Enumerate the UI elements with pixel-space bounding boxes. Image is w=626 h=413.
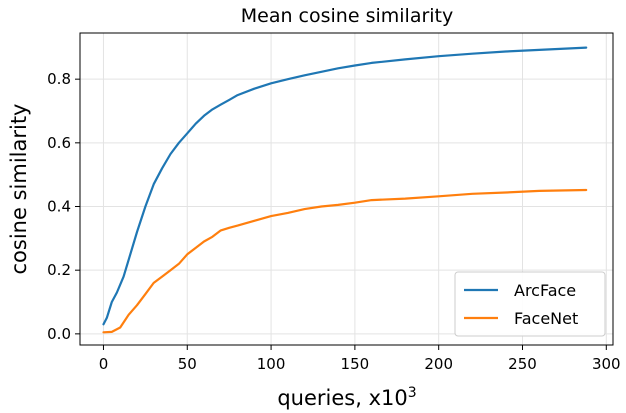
y-tick-label: 0.8 (47, 70, 71, 88)
x-tick-label: 250 (508, 355, 537, 373)
legend-label-facenet: FaceNet (514, 309, 578, 328)
series-line-facenet (102, 188, 588, 334)
x-tick-label: 50 (178, 355, 197, 373)
series (102, 46, 588, 334)
grid (80, 33, 613, 345)
x-axis-label-superscript: 3 (408, 385, 417, 401)
legend-label-arcface: ArcFace (514, 281, 576, 300)
y-tick-label: 0.6 (47, 134, 71, 152)
x-axis-label: queries, x103 (277, 385, 416, 410)
x-tick-label: 150 (341, 355, 370, 373)
x-tick-label: 100 (257, 355, 286, 373)
legend: ArcFace FaceNet (454, 271, 606, 337)
y-tick-label: 0.4 (47, 198, 71, 216)
y-tick-label: 0.2 (47, 261, 71, 279)
legend-box (454, 271, 606, 337)
x-tick-label: 300 (592, 355, 621, 373)
x-tick-label: 0 (99, 355, 109, 373)
y-tick-label: 0.0 (47, 325, 71, 343)
ticks: 0 50 100 150 200 250 300 0.0 0.2 0.4 0.6 0.8 (47, 70, 620, 373)
series-line-arcface (102, 46, 588, 326)
plot-frame (79, 32, 614, 346)
chart-title: Mean cosine similarity (241, 5, 454, 27)
y-axis-label: cosine similarity (7, 104, 31, 275)
x-tick-label: 200 (424, 355, 453, 373)
